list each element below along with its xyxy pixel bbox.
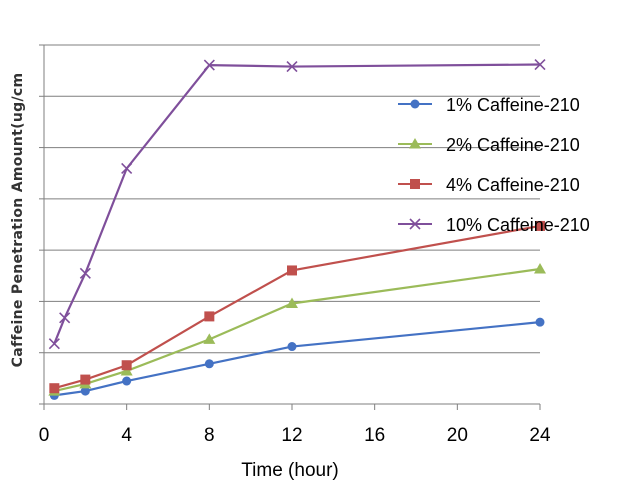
series-line [54, 224, 541, 390]
data-point [80, 374, 91, 385]
data-point [534, 263, 546, 274]
data-point [59, 312, 71, 324]
x-marker-stroke [79, 267, 91, 279]
data-point [287, 342, 297, 352]
series-1 [49, 317, 545, 400]
x-tick-label: 20 [447, 425, 468, 446]
series-line [54, 267, 541, 393]
legend-label: 1% Caffeine-210 [446, 95, 580, 115]
x-tick-label: 0 [39, 425, 50, 446]
legend-item: 10% Caffeine-210 [398, 215, 590, 235]
x-tick-label: 24 [529, 425, 551, 446]
legend-item: 2% Caffeine-210 [398, 135, 580, 155]
data-point [535, 317, 545, 327]
data-point [286, 297, 298, 308]
x-tick-label: 4 [121, 425, 132, 446]
data-point [204, 311, 215, 322]
x-tick-labels: 0 4 8 12 16 20 24 [39, 425, 551, 446]
data-point [286, 60, 298, 73]
legend-marker [409, 138, 421, 149]
legend-marker [410, 179, 420, 189]
x-marker-stroke [121, 162, 133, 175]
legend-label: 2% Caffeine-210 [446, 135, 580, 155]
x-marker-stroke [48, 338, 60, 350]
y-axis-title: Caffeine Penetration Amount(ug/cm [10, 73, 26, 368]
series-group [48, 58, 546, 400]
data-point [80, 386, 90, 396]
legend-marker [409, 218, 421, 230]
data-point [535, 220, 545, 231]
data-point [121, 360, 132, 371]
data-point [203, 333, 216, 344]
x-axis-title: Time (hour) [241, 460, 338, 481]
legend-item: 1% Caffeine-210 [398, 95, 580, 115]
data-point [121, 162, 133, 175]
x-marker-stroke [59, 312, 71, 324]
x-marker-stroke [409, 218, 421, 230]
data-point [79, 267, 91, 279]
x-tick-label: 8 [204, 425, 215, 446]
legend-label: 4% Caffeine-210 [446, 175, 580, 195]
data-point [203, 59, 215, 71]
x-tick-label: 16 [364, 425, 385, 446]
data-point [204, 359, 214, 369]
axes [39, 44, 541, 410]
data-point [534, 58, 546, 71]
legend: 1% Caffeine-210 2% Caffeine-210 4% Caffein… [398, 95, 590, 235]
series-4 [48, 58, 546, 350]
x-marker-stroke [534, 58, 546, 71]
legend-marker [410, 99, 420, 109]
series-3 [49, 220, 545, 394]
x-tick-label: 12 [281, 425, 302, 446]
data-point [49, 383, 60, 394]
data-point [287, 265, 297, 276]
x-marker-stroke [203, 59, 215, 71]
legend-item: 4% Caffeine-210 [398, 175, 580, 195]
data-point [122, 376, 132, 386]
legend-label: 10% Caffeine-210 [446, 215, 590, 235]
series-line [54, 321, 541, 397]
data-point [48, 338, 60, 350]
x-marker-stroke [286, 60, 298, 73]
